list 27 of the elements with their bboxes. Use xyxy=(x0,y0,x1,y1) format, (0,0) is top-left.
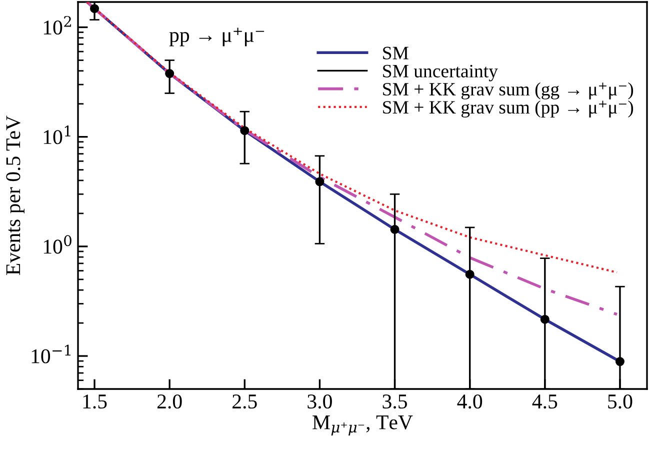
y-tick-label: 10$^{1}$ xyxy=(44,126,70,144)
y-tick-label: 10$^{0}$ xyxy=(44,235,72,254)
x-tick-label: 2.0 xyxy=(157,394,182,409)
x-tick-label: 1.5 xyxy=(83,394,107,409)
x-axis-title: M$_{μ⁺μ⁻}$, TeV xyxy=(312,416,413,436)
legend-label: SM uncertainty xyxy=(383,64,498,82)
annotation: pp → μ⁺μ⁻ xyxy=(169,28,264,46)
y-tick-label: 10$^{−1}$ xyxy=(32,344,70,364)
y-tick-label: 10$^{2}$ xyxy=(44,16,71,35)
point xyxy=(165,69,174,78)
y-axis-title: Events per 0.5 TeV xyxy=(6,116,24,275)
x-tick-label: 4.0 xyxy=(457,394,482,409)
x-tick-label: 2.5 xyxy=(232,394,257,409)
legend-label: SM + KK grav sum (pp → μ⁺μ⁻) xyxy=(383,100,634,118)
point xyxy=(315,177,324,186)
legend-label: SM + KK grav sum (gg → μ⁺μ⁻) xyxy=(383,82,634,100)
point xyxy=(390,224,400,234)
point xyxy=(90,4,100,14)
point xyxy=(240,126,250,136)
legend-label: SM xyxy=(383,46,408,60)
x-tick-label: 5.0 xyxy=(608,394,632,409)
point xyxy=(540,314,550,324)
point xyxy=(615,357,624,366)
point xyxy=(465,270,474,279)
x-tick-label: 4.5 xyxy=(532,394,558,409)
x-tick-label: 3.0 xyxy=(308,394,332,409)
x-tick-label: 3.5 xyxy=(382,394,407,409)
